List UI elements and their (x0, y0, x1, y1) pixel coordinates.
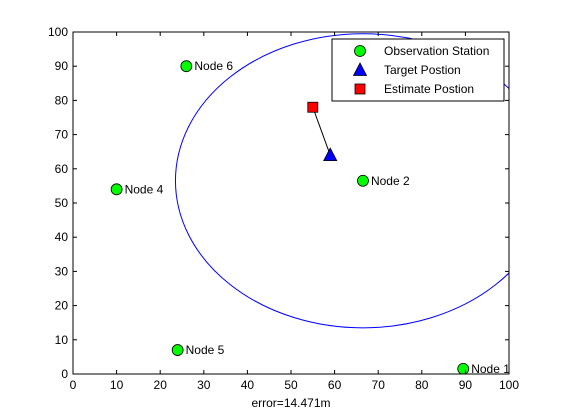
x-tick-label: 60 (328, 378, 342, 392)
point-label-node-1: Node 1 (471, 362, 510, 376)
y-tick-label: 0 (61, 367, 68, 381)
error-line (312, 107, 331, 156)
legend-marker (354, 83, 366, 95)
station-point (457, 362, 470, 374)
x-tick-label: 30 (197, 378, 211, 392)
x-tick-label: 0 (70, 378, 77, 392)
point-label-node-2: Node 2 (371, 174, 410, 188)
legend-label: Target Postion (384, 63, 461, 77)
y-tick-label: 40 (55, 230, 69, 244)
y-tick-label: 90 (55, 59, 69, 73)
x-tick-label: 20 (154, 378, 168, 392)
station-point (180, 60, 193, 73)
point-label-node-5: Node 5 (186, 343, 225, 357)
x-tick-label: 70 (372, 378, 386, 392)
y-tick-label: 80 (55, 93, 69, 107)
y-tick-label: 20 (55, 299, 69, 313)
point-label-node-6: Node 6 (194, 59, 233, 73)
x-tick-label: 40 (241, 378, 255, 392)
y-tick-label: 50 (55, 196, 69, 210)
y-tick-label: 60 (55, 162, 69, 176)
x-axis-label: error=14.471m (251, 396, 330, 410)
y-tick-label: 10 (55, 333, 69, 347)
x-tick-label: 80 (415, 378, 429, 392)
y-tick-label: 100 (48, 25, 68, 39)
station-point (110, 183, 123, 196)
estimate-point (307, 101, 319, 113)
point-label-node-4: Node 4 (125, 182, 164, 196)
x-tick-label: 100 (499, 378, 519, 392)
legend-label: Observation Station (384, 44, 489, 58)
legend: Observation Station Target Postion Estimat… (331, 38, 505, 102)
x-tick-label: 10 (110, 378, 124, 392)
legend-marker (354, 45, 366, 57)
legend-marker (352, 62, 368, 76)
station-point (171, 344, 184, 356)
x-tick-label: 50 (284, 378, 298, 392)
target-point (323, 147, 338, 162)
range-circle (175, 33, 509, 329)
y-tick-label: 70 (55, 128, 69, 142)
legend-label: Estimate Postion (384, 82, 474, 96)
x-tick-label: 90 (459, 378, 473, 392)
y-tick-label: 30 (55, 264, 69, 278)
station-point (357, 174, 369, 187)
